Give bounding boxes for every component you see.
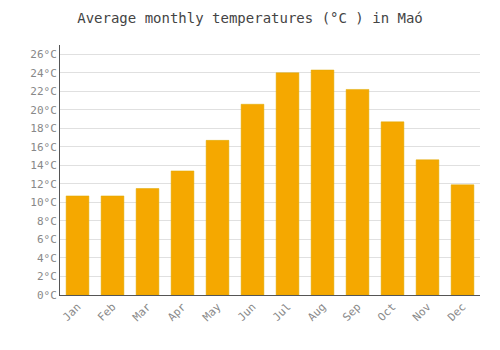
svg-text:Apr: Apr — [165, 300, 189, 324]
svg-text:Jul: Jul — [270, 301, 293, 324]
svg-text:24°C: 24°C — [30, 67, 57, 80]
svg-text:Mar: Mar — [130, 300, 154, 324]
svg-text:22°C: 22°C — [30, 85, 57, 98]
svg-text:18°C: 18°C — [30, 122, 57, 135]
svg-text:6°C: 6°C — [37, 233, 57, 246]
svg-text:4°C: 4°C — [37, 252, 57, 265]
svg-text:0°C: 0°C — [37, 289, 57, 302]
svg-text:2°C: 2°C — [37, 270, 57, 283]
svg-text:10°C: 10°C — [30, 196, 57, 209]
svg-text:16°C: 16°C — [30, 141, 57, 154]
svg-text:12°C: 12°C — [30, 178, 57, 191]
svg-text:8°C: 8°C — [37, 215, 57, 228]
svg-text:26°C: 26°C — [30, 48, 57, 61]
svg-text:Feb: Feb — [95, 301, 118, 324]
svg-text:Nov: Nov — [410, 300, 434, 324]
svg-text:Oct: Oct — [375, 301, 398, 324]
svg-text:20°C: 20°C — [30, 104, 57, 117]
svg-text:Aug: Aug — [305, 301, 328, 324]
svg-text:Jan: Jan — [60, 301, 83, 324]
svg-text:Average monthly temperatures (: Average monthly temperatures (°C ) in Ma… — [77, 10, 423, 26]
svg-text:Jun: Jun — [235, 301, 258, 324]
svg-text:Dec: Dec — [445, 301, 468, 324]
svg-text:May: May — [200, 300, 224, 324]
svg-text:14°C: 14°C — [30, 159, 57, 172]
svg-text:Sep: Sep — [340, 301, 363, 324]
